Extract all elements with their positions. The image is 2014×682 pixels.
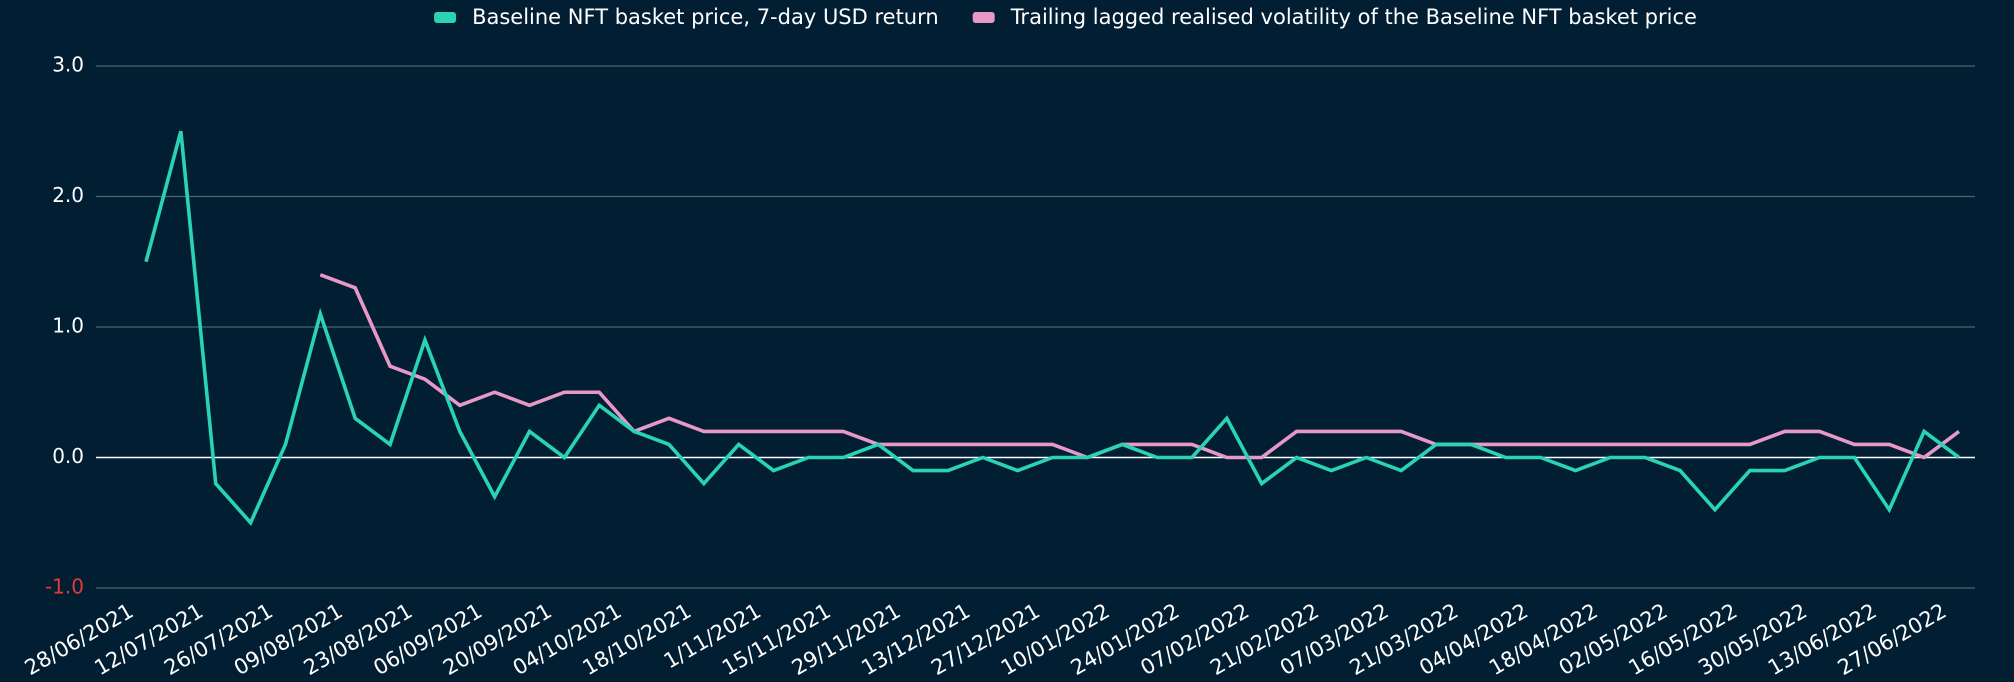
y-tick-label: 3.0 [52, 53, 84, 77]
legend-label: Trailing lagged realised volatility of t… [1010, 5, 1697, 29]
legend: Baseline NFT basket price, 7-day USD ret… [434, 5, 1697, 29]
legend-label: Baseline NFT basket price, 7-day USD ret… [472, 5, 939, 29]
legend-swatch [434, 12, 457, 23]
y-tick-label: 0.0 [52, 444, 84, 468]
series-line [144, 130, 1961, 527]
y-tick-label: -1.0 [45, 575, 84, 599]
y-tick-label: 1.0 [52, 314, 84, 338]
legend-swatch [972, 12, 995, 23]
y-tick-label: 2.0 [52, 183, 84, 207]
series-line [319, 273, 1961, 460]
